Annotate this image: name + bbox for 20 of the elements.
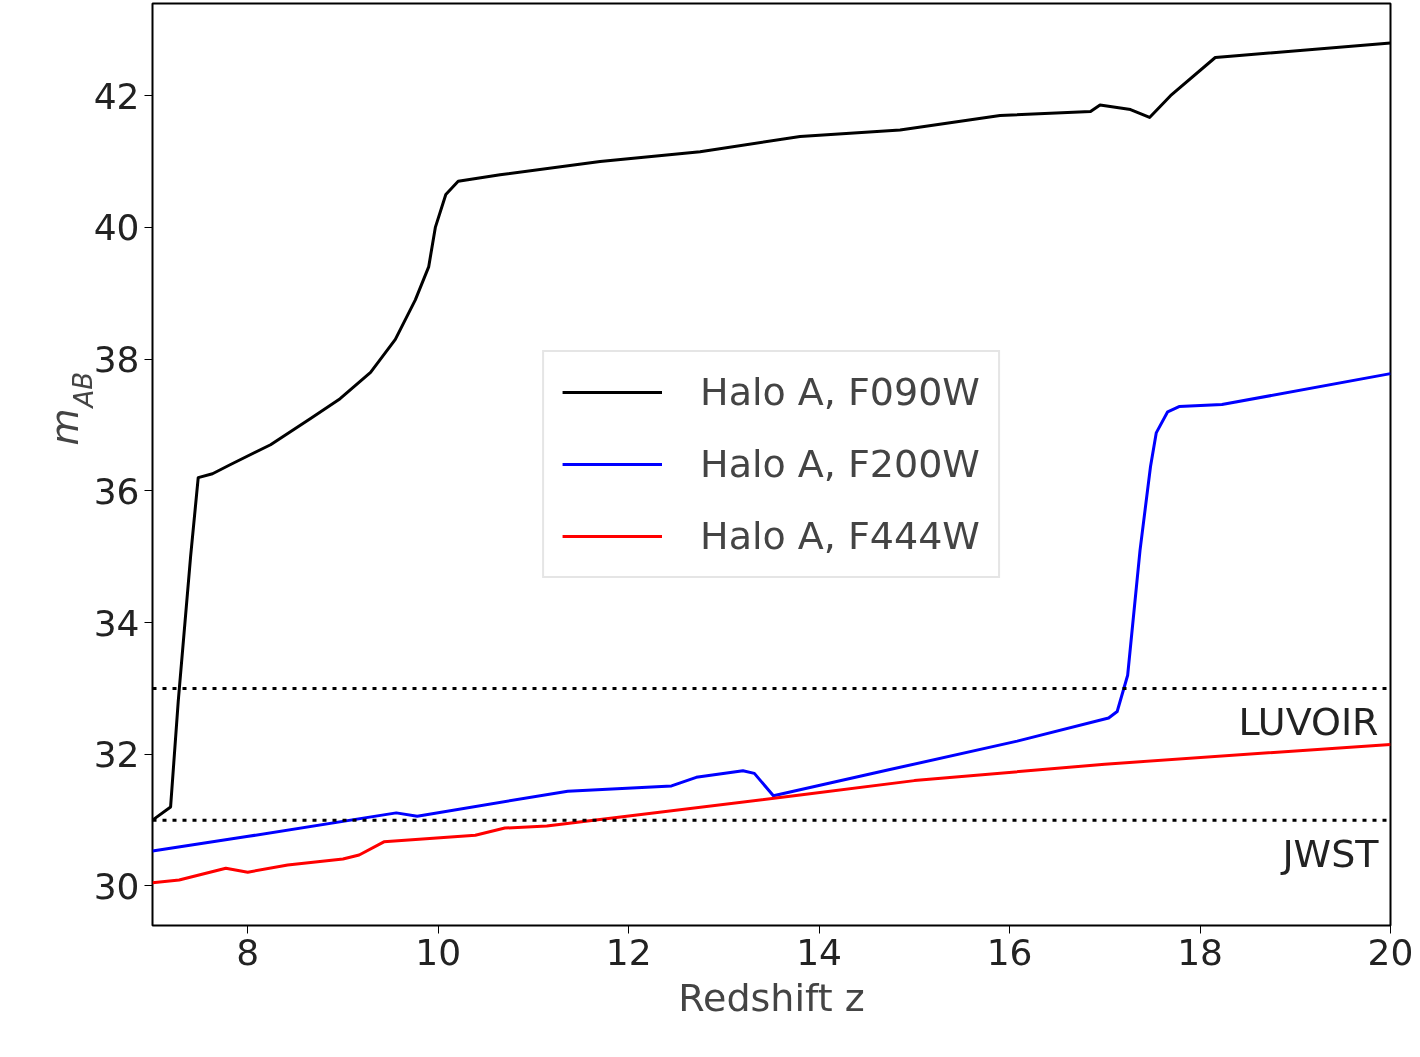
x-tick-label: 10 bbox=[415, 931, 462, 973]
legend-label: Halo A, F090W bbox=[700, 370, 980, 414]
ref-line-label: LUVOIR bbox=[1238, 700, 1379, 745]
x-tick-label: 20 bbox=[1367, 931, 1414, 973]
y-tick-label: 40 bbox=[93, 207, 140, 249]
y-tick-label: 42 bbox=[93, 75, 140, 117]
x-tick-label: 12 bbox=[605, 931, 652, 973]
x-tick-label: 18 bbox=[1177, 931, 1223, 973]
y-tick-label: 30 bbox=[93, 865, 140, 907]
legend-label: Halo A, F200W bbox=[700, 442, 980, 486]
y-tick-label: 36 bbox=[93, 470, 140, 512]
x-tick-label: 8 bbox=[236, 931, 260, 973]
y-tick-label: 32 bbox=[93, 734, 140, 776]
x-tick-label: 16 bbox=[986, 931, 1033, 973]
line-series bbox=[152, 742, 1391, 885]
y-tick-label: 34 bbox=[93, 602, 140, 644]
x-tick-label: 14 bbox=[796, 931, 843, 973]
legend-label: Halo A, F444W bbox=[700, 514, 980, 558]
x-axis-title: Redshift z bbox=[678, 975, 865, 1020]
ref-line-label: JWST bbox=[1280, 832, 1380, 877]
